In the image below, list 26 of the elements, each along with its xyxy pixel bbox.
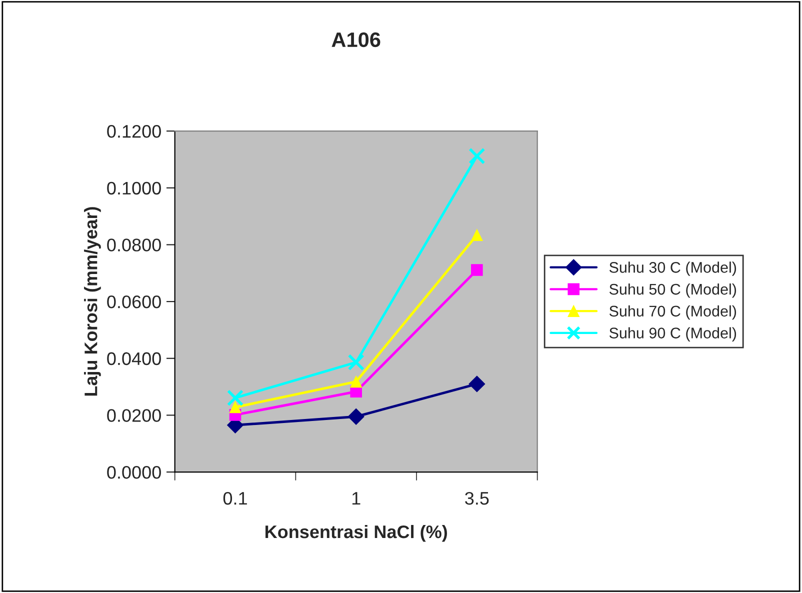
point: [350, 376, 362, 388]
x-tick-label: 3.5: [465, 492, 489, 505]
point: [471, 229, 483, 241]
y-tick-label: 0.1200: [107, 124, 161, 138]
legend-label: Suhu 70 C (Model): [609, 305, 736, 320]
point: [348, 354, 364, 371]
point: [471, 264, 483, 276]
point: [229, 401, 242, 414]
point: [348, 408, 364, 425]
legend-label: Suhu 50 C (Model): [609, 283, 736, 298]
y-axis-title: Laju Korosi (mm/year): [84, 207, 101, 396]
point: [468, 376, 486, 392]
y-tick-label: 0.0800: [107, 238, 161, 252]
x-tick-label: 0.1: [223, 492, 247, 505]
chart-title: A106: [332, 32, 380, 48]
legend-label: Suhu 90 C (Model): [609, 327, 736, 342]
x-axis-title: Konsentrasi NaCl (%): [266, 524, 447, 542]
x-tick-label: 1: [352, 492, 360, 505]
point: [468, 148, 486, 164]
legend-label: Suhu 30 C (Model): [609, 262, 736, 276]
point: [226, 390, 244, 406]
y-tick-label: 0.0200: [107, 409, 161, 422]
y-tick-label: 0.0600: [107, 295, 161, 308]
y-tick-label: 0.0000: [107, 466, 161, 479]
y-tick-label: 0.1000: [107, 182, 161, 195]
y-tick-label: 0.0400: [107, 352, 161, 366]
